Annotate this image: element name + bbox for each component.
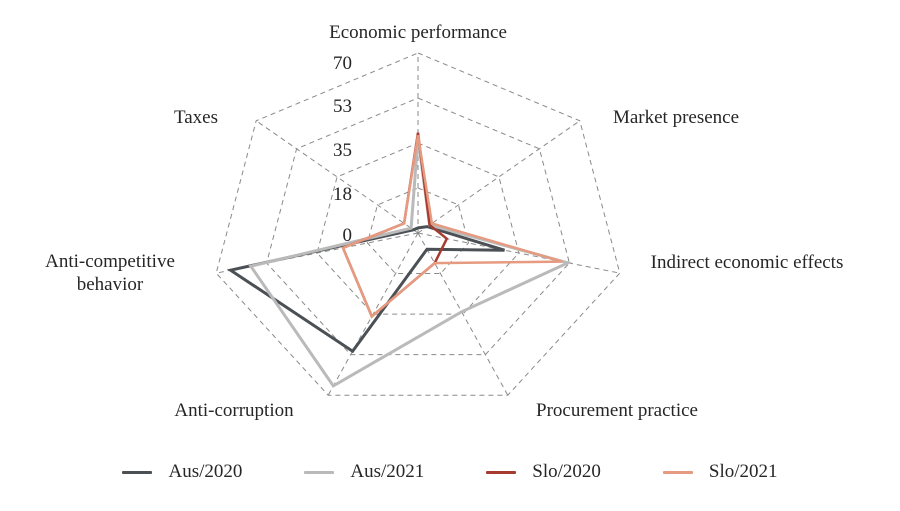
legend-label-slo-2021: Slo/2021 xyxy=(708,461,778,482)
grid-ring xyxy=(215,52,621,396)
legend-label-aus-2021: Aus/2021 xyxy=(350,461,425,482)
grid-ring xyxy=(316,142,520,315)
series-slo-2021 xyxy=(341,135,563,319)
grid-spoke xyxy=(255,120,419,234)
axis-label-anti-corruption: Anti-corruption xyxy=(174,400,294,421)
grid-spoke xyxy=(417,120,581,234)
legend-item-aus-2020: Aus/2020 xyxy=(122,461,242,483)
series-aus-2021 xyxy=(248,137,573,388)
value-axis-tick-0: 0 xyxy=(342,225,353,246)
grid-spoke xyxy=(417,232,509,396)
legend-swatch-aus-2020 xyxy=(122,470,153,474)
grid-ring xyxy=(266,97,570,356)
value-axis-tick-35: 35 xyxy=(333,140,352,161)
value-axis-tick-53: 53 xyxy=(333,96,352,117)
legend-swatch-slo-2020 xyxy=(486,470,517,474)
legend-swatch-slo-2021 xyxy=(662,470,693,474)
value-axis-tick-18: 18 xyxy=(333,184,352,205)
axis-label-economic-performance: Economic performance xyxy=(329,22,507,43)
axis-label-market-presence: Market presence xyxy=(612,107,740,128)
legend-item-slo-2020: Slo/2020 xyxy=(486,461,601,483)
legend-item-aus-2021: Aus/2021 xyxy=(304,461,424,483)
axis-label-procurement-practice: Procurement practice xyxy=(536,400,698,421)
legend-label-slo-2020: Slo/2020 xyxy=(532,461,601,482)
legend-label-aus-2020: Aus/2020 xyxy=(168,461,243,482)
axis-label-indirect-economic-effects: Indirect economic effects xyxy=(650,252,844,273)
legend-swatch-aus-2021 xyxy=(304,470,335,474)
axis-label-taxes: Taxes xyxy=(173,107,219,128)
value-axis-tick-70: 70 xyxy=(333,53,352,74)
axis-label-anti-competitive-behavior: Anti-competitive behavior xyxy=(45,251,175,295)
legend-item-slo-2021: Slo/2021 xyxy=(662,461,778,483)
legend: Aus/2020 Aus/2021 Slo/2020 Slo/2021 xyxy=(0,452,900,492)
grid-ring xyxy=(366,187,470,274)
